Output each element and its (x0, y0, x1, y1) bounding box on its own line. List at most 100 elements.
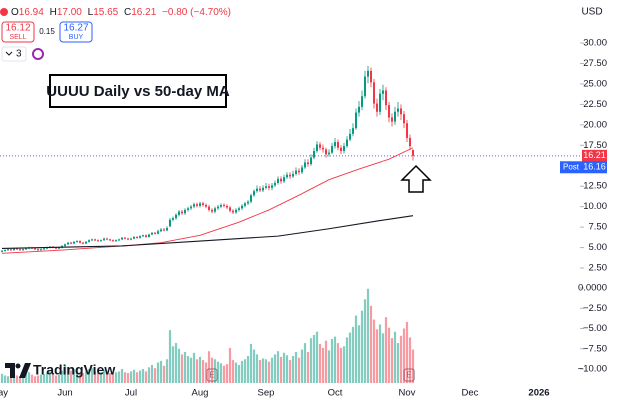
candle-body (196, 204, 199, 206)
candle-body (321, 147, 324, 150)
volume-bar (138, 370, 142, 383)
volume-bar (282, 352, 286, 383)
volume-bar (252, 349, 256, 383)
candle-body (262, 187, 265, 191)
buy-price: 16.27 (63, 23, 88, 34)
x-tick-label: Oct (328, 388, 343, 399)
volume-bar (381, 333, 385, 383)
volume-bar (57, 374, 61, 383)
candle-body (280, 178, 283, 182)
sell-label: SELL (9, 34, 26, 41)
candle-body (289, 174, 291, 177)
volume-bar (288, 360, 292, 383)
volume-bar (183, 351, 187, 383)
candle-body (103, 238, 106, 241)
volume-bar (9, 374, 13, 383)
candle-body (85, 241, 88, 244)
candle-body (124, 237, 127, 239)
candle-body (172, 218, 175, 220)
buy-button[interactable]: 16.27 BUY (59, 21, 93, 43)
candle-body (256, 188, 259, 192)
chart-title: UUUU Daily vs 50-day MA (46, 83, 230, 100)
chevron (5, 51, 13, 56)
volume-bar (246, 356, 250, 383)
volume-bar (108, 373, 112, 383)
candle-body (360, 96, 363, 107)
volume-bar (405, 322, 409, 383)
candle-body (348, 133, 351, 140)
volume-bar (120, 368, 124, 383)
candle-body (130, 238, 133, 240)
y-tick-label: 0.0000 (578, 283, 607, 294)
candle-body (333, 142, 336, 147)
volume-bar (279, 356, 283, 383)
candle-body (357, 106, 360, 113)
volume-bar (69, 370, 73, 383)
volume-bar (186, 356, 190, 383)
candle-body (283, 177, 286, 182)
candle-body (4, 250, 7, 252)
x-tick-label: Aug (192, 388, 209, 399)
candle-body (178, 211, 181, 215)
volume-bar (36, 375, 40, 383)
ohlc-value: 15.65 (93, 7, 118, 18)
volume-bar (267, 361, 271, 383)
volume-bar (102, 369, 106, 383)
candle-body (294, 170, 297, 174)
candle-body (378, 93, 381, 112)
volume-bar (348, 332, 352, 383)
candle-body (157, 231, 160, 234)
ohlc-legend: O16.94 H17.00 L15.65 C16.21 −0.80 (−4.70… (11, 7, 231, 18)
candle-body (306, 162, 309, 165)
ohlc-value: 16.94 (19, 7, 44, 18)
candle-body (405, 123, 408, 138)
moving-average (1, 147, 414, 254)
y-tick-label: 30.00 (583, 38, 607, 49)
volume-bar (153, 368, 157, 383)
volume-bar (345, 337, 349, 383)
volume-bar (315, 331, 319, 383)
volume-bar (168, 330, 172, 383)
candle-body (330, 146, 333, 153)
volume-bar (384, 317, 388, 383)
ohlc-value: 16.21 (131, 7, 156, 18)
volume-bar (222, 365, 226, 383)
sell-button[interactable]: 16.12 SELL (1, 21, 35, 43)
status-dot (0, 8, 8, 16)
ohlc-label: H (50, 7, 57, 18)
volume-bar (396, 343, 400, 383)
candle-body (70, 242, 73, 244)
volume-bar (81, 373, 85, 383)
indicator-icon[interactable] (32, 48, 44, 60)
volume-bar (207, 351, 211, 383)
volume-bar (48, 371, 52, 383)
candle-body (181, 211, 184, 214)
volume-bar (165, 359, 169, 383)
volume-bar (66, 367, 70, 383)
volume-bar (87, 368, 91, 383)
candle-body (7, 249, 10, 251)
candle-body (312, 151, 315, 158)
indicators-toggle[interactable]: 3 (1, 46, 27, 62)
volume-bar (90, 368, 94, 383)
candle-body (64, 244, 67, 246)
volume-bar (78, 372, 82, 383)
volume-bar (15, 375, 19, 383)
candle-body (369, 70, 372, 83)
volume-bar (117, 371, 121, 383)
volume-bar (336, 343, 340, 383)
volume-bar (105, 371, 109, 383)
volume-bar (312, 334, 316, 383)
candle-body (91, 239, 94, 241)
volume-bar (228, 347, 232, 383)
x-tick-label: May (0, 388, 8, 399)
candle-body (19, 249, 22, 251)
candle-body (366, 70, 369, 77)
candle-body (139, 236, 142, 238)
volume-bar (18, 376, 22, 383)
candle-body (247, 201, 250, 204)
volume-bar (84, 370, 88, 383)
volume-bar (372, 319, 376, 383)
candle-body (184, 209, 187, 214)
volume-bar (369, 305, 373, 383)
